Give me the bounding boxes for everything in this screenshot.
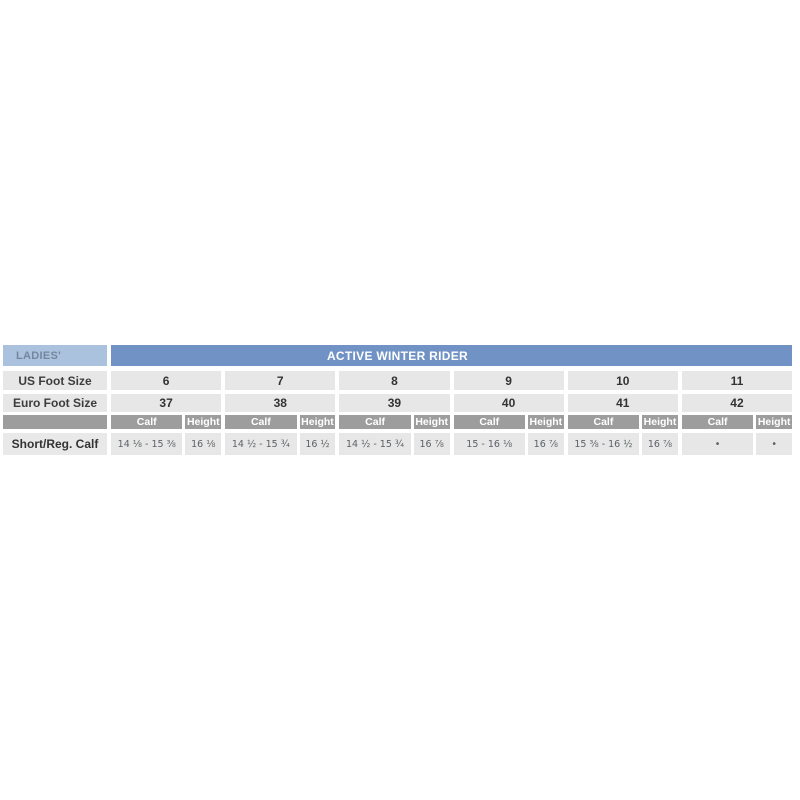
height-measurement: 16 ⅞ <box>642 433 678 455</box>
us-size-value: 11 <box>681 371 793 390</box>
chart-header-row: LADIES' ACTIVE WINTER RIDER <box>3 345 792 366</box>
euro-size-value: 38 <box>225 394 336 412</box>
short-reg-calf-row: Short/Reg. Calf 14 ⅛ - 15 ⅜ 16 ⅛ 14 ½ - … <box>3 433 793 455</box>
subheader-group: Calf Height <box>567 415 678 429</box>
us-size-value: 8 <box>339 371 450 390</box>
euro-size-value: 37 <box>111 394 222 412</box>
us-size-value: 10 <box>567 371 678 390</box>
us-size-value: 6 <box>111 371 222 390</box>
calf-measurement: 14 ½ - 15 ¾ <box>225 433 297 455</box>
height-header: Height <box>185 415 222 429</box>
euro-size-value: 41 <box>567 394 678 412</box>
height-header: Height <box>413 415 450 429</box>
calf-measurement: 14 ½ - 15 ¾ <box>339 433 411 455</box>
height-header: Height <box>756 415 793 429</box>
us-foot-size-row: US Foot Size 6 7 8 9 10 11 <box>3 371 793 390</box>
fit-row-label: Short/Reg. Calf <box>3 433 107 455</box>
calf-header: Calf <box>681 415 754 429</box>
euro-size-value: 42 <box>681 394 793 412</box>
euro-foot-size-label: Euro Foot Size <box>3 394 107 412</box>
height-measurement: 16 ½ <box>299 433 336 455</box>
euro-foot-size-row: Euro Foot Size 37 38 39 40 41 42 <box>3 394 793 412</box>
calf-header: Calf <box>453 415 525 429</box>
calf-measurement: 15 ⅜ - 16 ½ <box>567 433 640 455</box>
us-size-value: 9 <box>453 371 564 390</box>
euro-size-value: 39 <box>339 394 450 412</box>
boot-size-chart: LADIES' ACTIVE WINTER RIDER US Foot Size… <box>3 345 793 455</box>
measurement-subheader-row: Calf Height Calf Height Calf Height Calf… <box>3 415 793 429</box>
height-header: Height <box>299 415 336 429</box>
measurement-group: 14 ½ - 15 ¾ 16 ½ <box>225 433 336 455</box>
calf-header: Calf <box>567 415 640 429</box>
category-cell: LADIES' <box>3 345 107 366</box>
height-measurement: • <box>756 433 793 455</box>
subheader-group: Calf Height <box>339 415 450 429</box>
calf-measurement: 15 - 16 ⅛ <box>453 433 525 455</box>
subheader-spacer-cell <box>3 415 107 429</box>
euro-size-value: 40 <box>453 394 564 412</box>
measurement-group: 14 ⅛ - 15 ⅜ 16 ⅛ <box>111 433 222 455</box>
height-measurement: 16 ⅛ <box>185 433 222 455</box>
calf-header: Calf <box>225 415 297 429</box>
calf-header: Calf <box>339 415 411 429</box>
category-label: LADIES' <box>16 349 62 362</box>
measurement-group: 15 - 16 ⅛ 16 ⅞ <box>453 433 564 455</box>
us-size-value: 7 <box>225 371 336 390</box>
us-foot-size-label: US Foot Size <box>3 371 107 390</box>
subheader-group: Calf Height <box>453 415 564 429</box>
measurement-group: 15 ⅜ - 16 ½ 16 ⅞ <box>567 433 678 455</box>
subheader-group: Calf Height <box>681 415 793 429</box>
height-header: Height <box>642 415 678 429</box>
chart-title: ACTIVE WINTER RIDER <box>326 348 469 363</box>
title-band <box>111 345 792 366</box>
subheader-group: Calf Height <box>225 415 336 429</box>
calf-header: Calf <box>111 415 183 429</box>
subheader-group: Calf Height <box>111 415 222 429</box>
calf-measurement: • <box>681 433 754 455</box>
measurement-group: • • <box>681 433 793 455</box>
height-measurement: 16 ⅞ <box>413 433 450 455</box>
height-header: Height <box>527 415 564 429</box>
calf-measurement: 14 ⅛ - 15 ⅜ <box>111 433 183 455</box>
measurement-group: 14 ½ - 15 ¾ 16 ⅞ <box>339 433 450 455</box>
height-measurement: 16 ⅞ <box>527 433 564 455</box>
